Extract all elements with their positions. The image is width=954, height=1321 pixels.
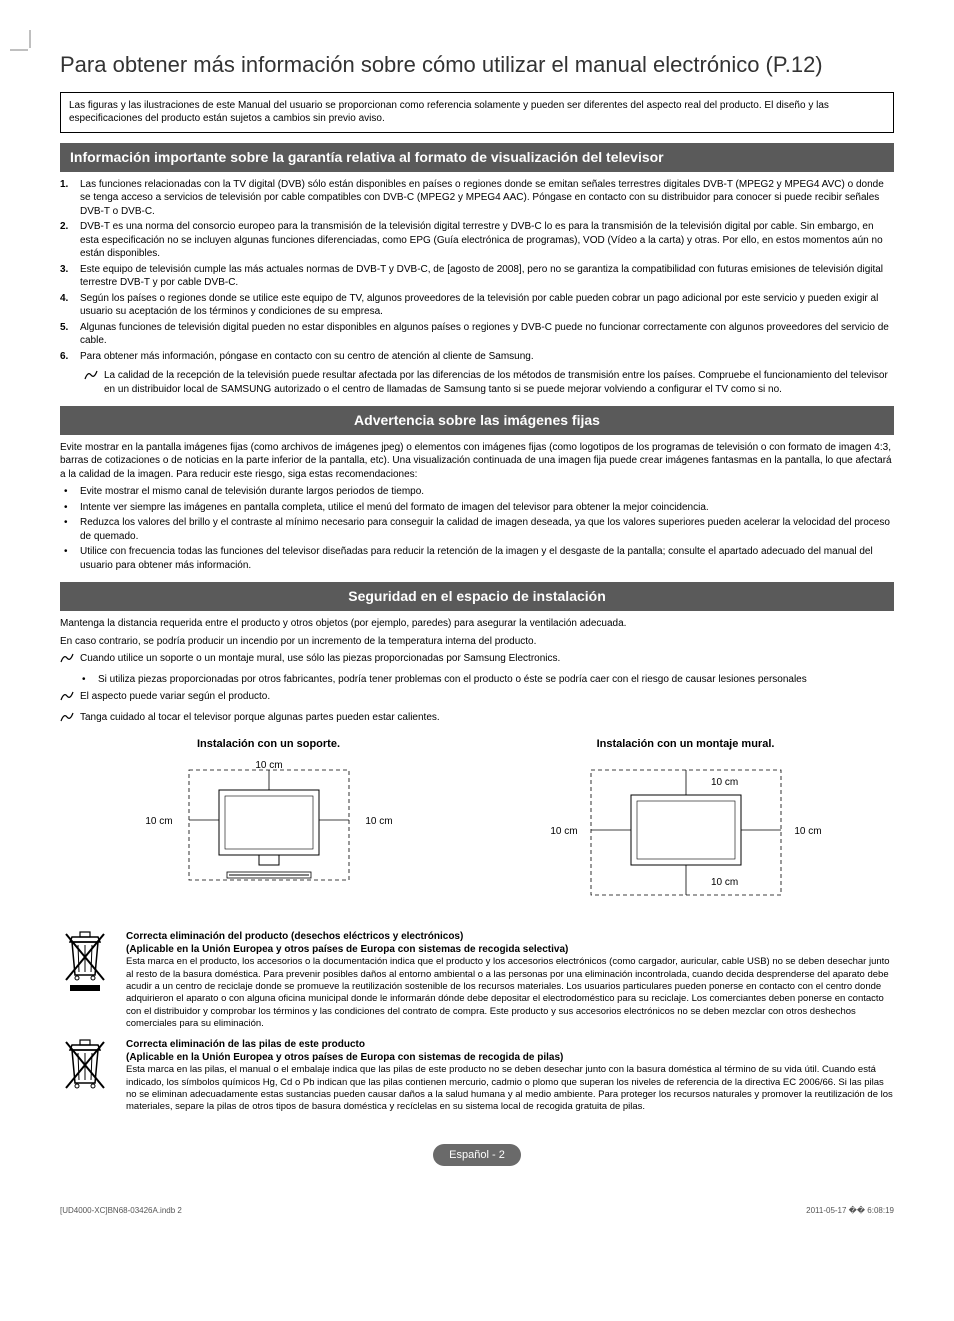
- weee-bin-icon: [60, 930, 116, 997]
- still-intro: Evite mostrar en la pantalla imágenes fi…: [60, 441, 894, 482]
- install-note1-sub-list: Si utiliza piezas proporcionadas por otr…: [60, 673, 894, 687]
- diagram-stand-icon: 10 cm 10 cm 10 cm: [119, 760, 419, 910]
- note-icon: [60, 711, 76, 728]
- print-footer: [UD4000-XC]BN68-03426A.indb 2 2011-05-17…: [60, 1206, 894, 1217]
- still-bullets: Evite mostrar el mismo canal de televisi…: [60, 485, 894, 572]
- warranty-item-4: Según los países o regiones donde se uti…: [80, 292, 894, 319]
- still-bullet-4: Utilice con frecuencia todas las funcion…: [80, 545, 894, 572]
- install-note1: Cuando utilice un soporte o un montaje m…: [80, 652, 894, 666]
- weee-battery-icon: [60, 1038, 116, 1105]
- note-icon: [60, 690, 76, 707]
- install-p2: En caso contrario, se podría producir un…: [60, 635, 894, 649]
- section-header-warranty: Información importante sobre la garantía…: [60, 143, 894, 172]
- disposal-battery-title: Correcta eliminación de las pilas de est…: [126, 1038, 894, 1051]
- lang-pill: Español - 2: [433, 1144, 521, 1167]
- warranty-list: 1.Las funciones relacionadas con la TV d…: [60, 178, 894, 364]
- diagram-wall-icon: 10 cm 10 cm 10 cm 10 cm: [536, 760, 836, 910]
- still-bullet-1: Evite mostrar el mismo canal de televisi…: [80, 485, 424, 499]
- diagram-wall-title: Instalación con un montaje mural.: [536, 737, 836, 752]
- svg-text:10 cm: 10 cm: [794, 826, 821, 837]
- svg-text:10 cm: 10 cm: [711, 777, 738, 788]
- warranty-item-3: Este equipo de televisión cumple las más…: [80, 263, 894, 290]
- intro-box: Las figuras y las ilustraciones de este …: [60, 92, 894, 133]
- still-bullet-3: Reduzca los valores del brillo y el cont…: [80, 516, 894, 543]
- disposal-battery-subtitle: (Aplicable en la Unión Europea y otros p…: [126, 1051, 894, 1064]
- note-icon: [84, 369, 100, 386]
- disposal-product-body: Esta marca en el producto, los accesorio…: [126, 956, 894, 1030]
- svg-text:10 cm: 10 cm: [365, 816, 392, 827]
- print-footer-left: [UD4000-XC]BN68-03426A.indb 2: [60, 1206, 182, 1217]
- warranty-item-6: Para obtener más información, póngase en…: [80, 350, 894, 364]
- note-icon: [60, 652, 76, 669]
- section-header-install: Seguridad en el espacio de instalación: [60, 582, 894, 611]
- disposal-product-subtitle: (Aplicable en la Unión Europea y otros p…: [126, 943, 894, 956]
- install-diagrams: Instalación con un soporte. 10 cm 10 cm …: [60, 737, 894, 910]
- warranty-item-1: Las funciones relacionadas con la TV dig…: [80, 178, 894, 219]
- section-header-still: Advertencia sobre las imágenes fijas: [60, 406, 894, 435]
- disposal-product-row: Correcta eliminación del producto (desec…: [60, 930, 894, 1030]
- warranty-item-5: Algunas funciones de televisión digital …: [80, 321, 894, 348]
- svg-text:10 cm: 10 cm: [550, 826, 577, 837]
- install-p1: Mantenga la distancia requerida entre el…: [60, 617, 894, 631]
- page-title: Para obtener más información sobre cómo …: [60, 50, 894, 80]
- disposal-product-title: Correcta eliminación del producto (desec…: [126, 930, 894, 943]
- svg-text:10 cm: 10 cm: [145, 816, 172, 827]
- page-footer-lang: Español - 2: [60, 1144, 894, 1167]
- install-note2: El aspecto puede variar según el product…: [80, 690, 894, 704]
- svg-text:10 cm: 10 cm: [255, 760, 282, 771]
- install-note1-sub: Si utiliza piezas proporcionadas por otr…: [98, 673, 807, 687]
- diagram-stand-title: Instalación con un soporte.: [119, 737, 419, 752]
- disposal-battery-row: Correcta eliminación de las pilas de est…: [60, 1038, 894, 1113]
- install-note3: Tanga cuidado al tocar el televisor porq…: [80, 711, 894, 725]
- warranty-note: La calidad de la recepción de la televis…: [104, 369, 894, 396]
- still-bullet-2: Intente ver siempre las imágenes en pant…: [80, 501, 709, 515]
- crop-mark-icon: [10, 30, 40, 60]
- warranty-item-2: DVB-T es una norma del consorcio europeo…: [80, 220, 894, 261]
- disposal-battery-body: Esta marca en las pilas, el manual o el …: [126, 1064, 894, 1113]
- print-footer-right: 2011-05-17 �� 6:08:19: [806, 1206, 894, 1217]
- svg-text:10 cm: 10 cm: [711, 877, 738, 888]
